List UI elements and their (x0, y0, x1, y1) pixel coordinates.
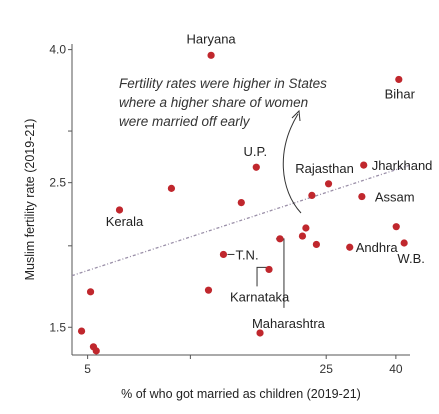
trend-line (71, 164, 411, 277)
y-axis-title: Muslim fertility rate (2019-21) (23, 119, 37, 281)
point-label-w-b: W.B. (397, 251, 424, 266)
point-unlabeled-15[interactable] (302, 224, 310, 232)
annotation-arrow (282, 113, 302, 214)
y-tick-label: 1.5 (49, 320, 66, 334)
x-tick-label: 40 (389, 362, 403, 376)
point-kerala[interactable] (115, 206, 124, 214)
point-label-maharashtra: Maharashtra (252, 316, 326, 331)
point-label-jharkhand: Jharkhand (372, 158, 433, 173)
point-jharkhand[interactable] (360, 161, 368, 169)
point-karnataka[interactable] (265, 265, 273, 274)
point-unlabeled-18[interactable] (392, 223, 400, 231)
point-label-haryana: Haryana (187, 31, 237, 46)
point-bihar[interactable] (395, 75, 403, 84)
annotation-line: were married off early (119, 114, 251, 129)
leader-line-karnataka (256, 266, 270, 287)
y-tick-label: 2.5 (49, 176, 66, 190)
point-label-rajasthan: Rajasthan (295, 161, 354, 176)
point-unlabeled-20[interactable] (86, 288, 95, 296)
point-label-karnataka: Karnataka (230, 289, 290, 304)
point-unlabeled-17[interactable] (312, 240, 320, 249)
annotation-arrowhead (291, 109, 301, 122)
point-unlabeled-12[interactable] (167, 184, 176, 192)
point-label-bihar: Bihar (385, 86, 416, 101)
y-tick-label: 4.0 (49, 43, 66, 57)
point-label-assam: Assam (375, 190, 415, 205)
point-label-andhra: Andhra (356, 240, 399, 255)
point-unlabeled-22[interactable] (256, 329, 264, 337)
point-maharashtra[interactable] (276, 235, 284, 243)
point-haryana[interactable] (207, 51, 215, 59)
x-tick-label: 25 (320, 362, 334, 376)
point-rajasthan[interactable] (324, 180, 333, 188)
annotation-line: Fertility rates were higher in States (119, 76, 327, 91)
point-w-b[interactable] (400, 239, 408, 247)
point-label-u-p: U.P. (243, 144, 267, 159)
x-axis-title: % of who got married as children (2019-2… (121, 387, 361, 401)
point-label-kerala: Kerala (106, 214, 144, 229)
point-u-p[interactable] (252, 163, 260, 171)
point-unlabeled-24[interactable] (92, 347, 100, 355)
point-unlabeled-21[interactable] (77, 327, 86, 335)
point-unlabeled-14[interactable] (308, 191, 316, 199)
point-unlabeled-13[interactable] (237, 198, 245, 207)
point-unlabeled-19[interactable] (204, 286, 213, 294)
annotation-line: where a higher share of women (119, 95, 308, 110)
point-andhra[interactable] (346, 243, 354, 251)
point-label-t-n: T.N. (235, 247, 258, 262)
point-assam[interactable] (358, 192, 366, 201)
point-t-n[interactable] (219, 250, 228, 259)
x-tick-label: 5 (84, 362, 91, 376)
point-unlabeled-16[interactable] (298, 232, 307, 240)
